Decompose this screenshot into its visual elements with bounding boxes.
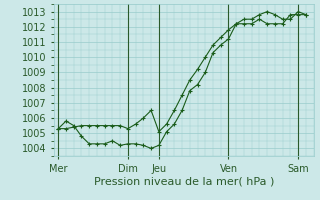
X-axis label: Pression niveau de la mer( hPa ): Pression niveau de la mer( hPa )	[94, 176, 274, 186]
